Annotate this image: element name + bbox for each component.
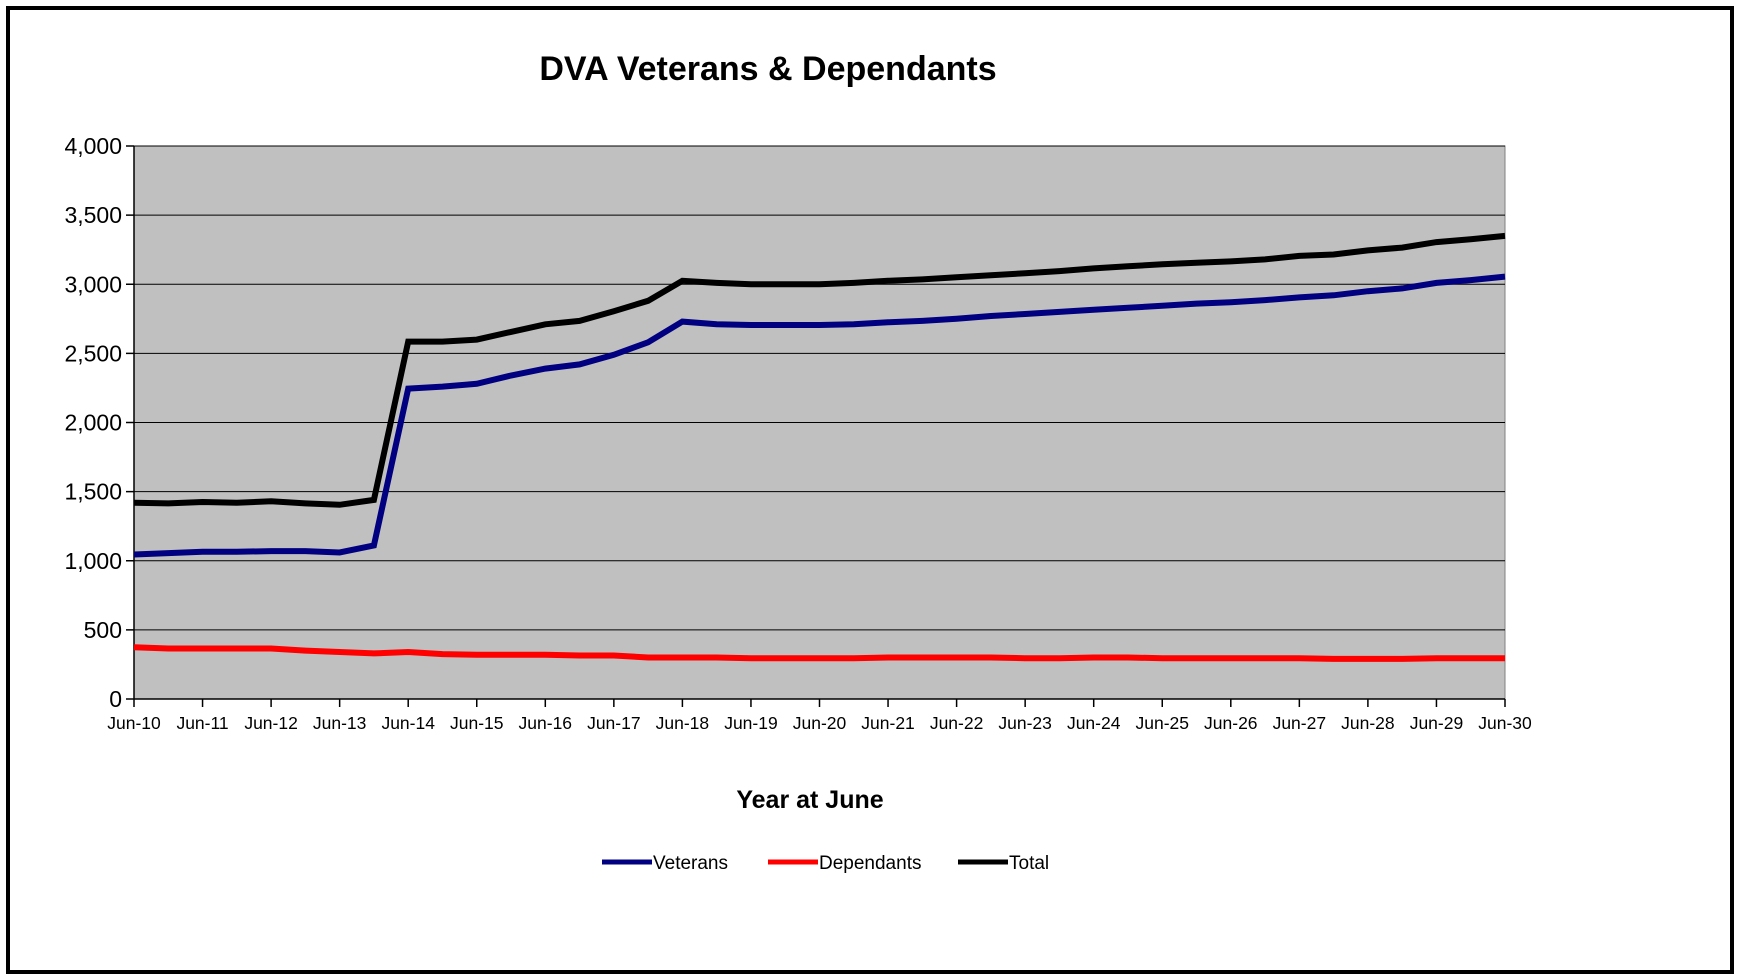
series-line-dependants xyxy=(133,644,1505,662)
x-tick-label: Jun-11 xyxy=(176,713,228,733)
legend-label-veterans: Veterans xyxy=(653,853,728,874)
x-tick-label: Jun-17 xyxy=(587,713,641,733)
x-tick-label: Jun-15 xyxy=(450,713,504,733)
x-tick-label: Jun-19 xyxy=(724,713,778,733)
x-tick-label: Jun-24 xyxy=(1067,713,1121,733)
y-tick-label: 4,000 xyxy=(64,133,122,159)
x-axis-title: Year at June xyxy=(736,786,883,814)
x-tick-label: Jun-30 xyxy=(1478,713,1532,733)
series-line-total xyxy=(133,232,1506,508)
x-tick-label: Jun-14 xyxy=(381,713,435,733)
y-tick-label: 500 xyxy=(84,617,122,643)
y-tick-label: 2,500 xyxy=(64,340,122,366)
y-axis: 0 500 1,000 1,500 2,000 2,500 3,000 3,500 4,000 xyxy=(64,133,135,712)
legend: Veterans Dependants Total xyxy=(602,853,1049,874)
legend-label-total: Total xyxy=(1009,853,1049,874)
x-tick-label: Jun-10 xyxy=(107,713,161,733)
x-tick-label: Jun-16 xyxy=(519,713,573,733)
x-tick-label: Jun-26 xyxy=(1204,713,1258,733)
chart-frame: DVA Veterans & Dependants 0 500 1,000 1,500… xyxy=(6,6,1734,974)
x-tick-label: Jun-28 xyxy=(1341,713,1395,733)
x-tick-label: Jun-12 xyxy=(244,713,298,733)
x-axis: Jun-10 Jun-11 Jun-12 Jun-13 Jun-14 Jun-15 Jun-… xyxy=(107,698,1532,733)
y-tick-label: 3,500 xyxy=(64,202,122,228)
x-tick-label: Jun-25 xyxy=(1135,713,1189,733)
x-tick-label: Jun-27 xyxy=(1273,713,1327,733)
y-tick-label: 1,500 xyxy=(64,479,122,505)
x-tick-label: Jun-18 xyxy=(656,713,710,733)
series-line-veterans xyxy=(133,273,1506,558)
y-tick-label: 1,000 xyxy=(64,548,122,574)
chart-title: DVA Veterans & Dependants xyxy=(539,50,996,88)
legend-label-dependants: Dependants xyxy=(819,853,921,874)
x-tick-label: Jun-22 xyxy=(930,713,984,733)
y-tick-label: 3,000 xyxy=(64,271,122,297)
x-tick-label: Jun-29 xyxy=(1410,713,1464,733)
y-tick-label: 2,000 xyxy=(64,410,122,436)
y-tick-label: 0 xyxy=(109,686,122,712)
x-tick-label: Jun-20 xyxy=(793,713,847,733)
chart-svg: DVA Veterans & Dependants 0 500 1,000 1,500… xyxy=(64,50,1532,874)
x-tick-label: Jun-13 xyxy=(313,713,367,733)
series-lines xyxy=(133,232,1506,662)
x-tick-label: Jun-23 xyxy=(998,713,1052,733)
x-tick-label: Jun-21 xyxy=(861,713,915,733)
